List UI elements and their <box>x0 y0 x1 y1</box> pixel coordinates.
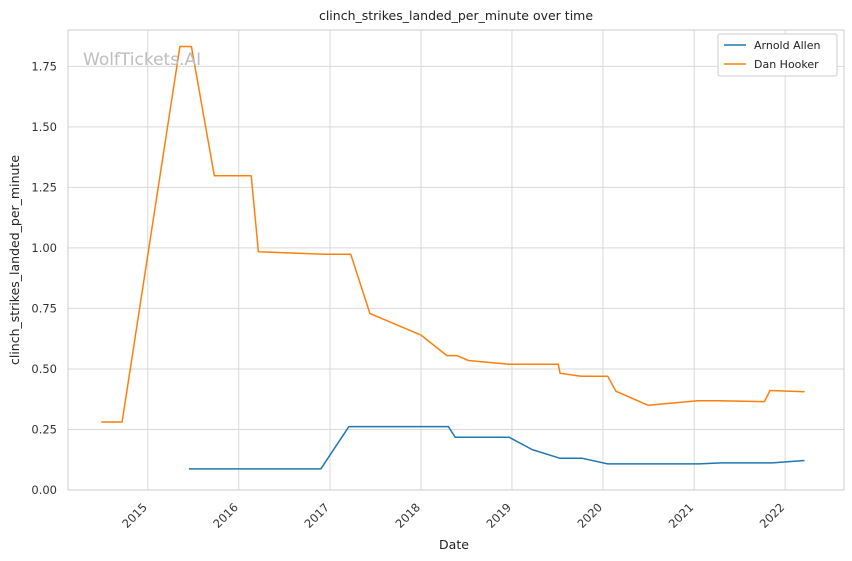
y-tick-label: 1.00 <box>31 241 57 255</box>
legend-label-arnold-allen: Arnold Allen <box>754 39 820 52</box>
x-tick-label: 2019 <box>483 500 514 531</box>
y-tick-label: 0.50 <box>31 362 57 376</box>
x-tick-label: 2021 <box>666 500 697 531</box>
x-tick-label: 2022 <box>757 500 788 531</box>
x-axis-label: Date <box>439 537 469 552</box>
y-tick-labels: 0.00 0.25 0.50 0.75 1.00 1.25 1.50 1.75 <box>31 59 57 497</box>
plot-area <box>67 29 845 491</box>
legend: Arnold Allen Dan Hooker <box>717 33 838 77</box>
x-tick-labels: 2015 2016 2017 2018 2019 2020 2021 2022 <box>119 500 787 531</box>
series-line-arnold-allen <box>188 425 805 470</box>
y-tick-label: 1.50 <box>31 120 57 134</box>
legend-label-dan-hooker: Dan Hooker <box>754 58 819 71</box>
series-line-dan-hooker <box>101 45 805 423</box>
grid-lines <box>68 30 844 491</box>
y-tick-label: 0.75 <box>31 301 57 315</box>
y-tick-label: 0.00 <box>31 483 57 497</box>
series-lines <box>101 45 805 470</box>
x-tick-label: 2017 <box>302 500 333 531</box>
y-axis-label: clinch_strikes_landed_per_minute <box>7 155 22 365</box>
y-tick-label: 0.25 <box>31 422 57 436</box>
y-tick-label: 1.75 <box>31 59 57 73</box>
x-tick-label: 2020 <box>574 500 605 531</box>
legend-box <box>717 33 838 77</box>
x-tick-label: 2015 <box>119 500 150 531</box>
x-tick-label: 2018 <box>392 500 423 531</box>
x-tick-label: 2016 <box>210 500 241 531</box>
chart-title: clinch_strikes_landed_per_minute over ti… <box>319 8 593 23</box>
watermark-text: WolfTickets.AI <box>83 50 201 70</box>
y-tick-label: 1.25 <box>31 180 57 194</box>
